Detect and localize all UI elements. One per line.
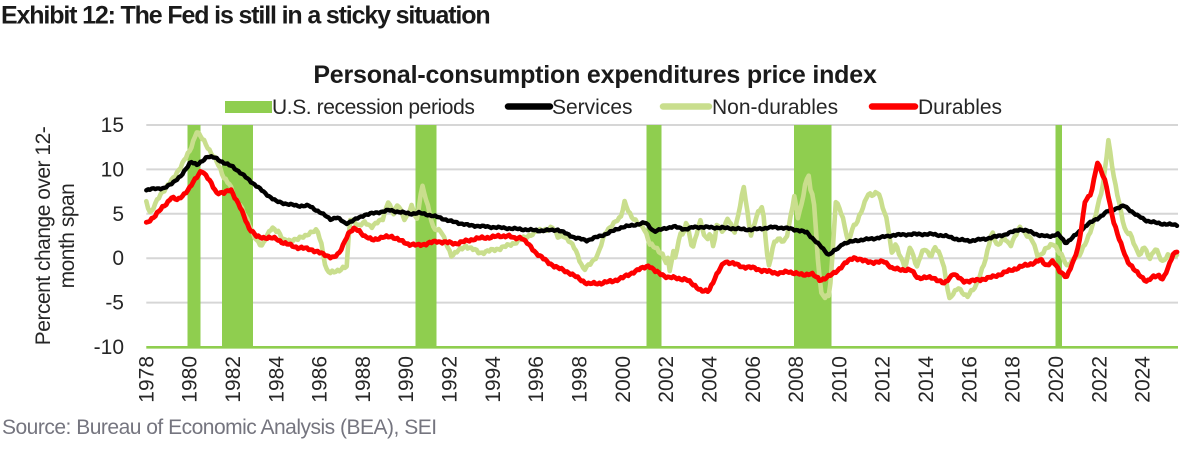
- svg-text:2002: 2002: [655, 356, 678, 403]
- svg-text:2008: 2008: [785, 356, 808, 403]
- svg-text:1988: 1988: [352, 356, 375, 403]
- svg-text:1998: 1998: [569, 356, 592, 403]
- svg-text:Non-durables: Non-durables: [712, 96, 838, 119]
- svg-text:10: 10: [101, 158, 124, 181]
- svg-text:2014: 2014: [915, 356, 938, 403]
- svg-text:1984: 1984: [265, 356, 288, 403]
- svg-text:2022: 2022: [1088, 356, 1111, 403]
- svg-text:Source: Bureau of Economic Ana: Source: Bureau of Economic Analysis (BEA…: [2, 416, 437, 439]
- svg-text:1996: 1996: [525, 356, 548, 403]
- svg-text:2010: 2010: [828, 356, 851, 403]
- svg-text:1986: 1986: [309, 356, 332, 403]
- svg-text:2016: 2016: [958, 356, 981, 403]
- svg-text:1992: 1992: [439, 356, 462, 403]
- svg-text:Exhibit 12: The Fed is still i: Exhibit 12: The Fed is still in a sticky…: [1, 2, 489, 30]
- svg-text:month span: month span: [56, 184, 79, 289]
- svg-text:1990: 1990: [395, 356, 418, 403]
- svg-text:Durables: Durables: [918, 96, 1002, 119]
- svg-text:-5: -5: [105, 292, 124, 315]
- svg-text:5: 5: [112, 203, 124, 226]
- svg-text:2012: 2012: [872, 356, 895, 403]
- svg-text:Services: Services: [552, 96, 633, 119]
- svg-text:15: 15: [101, 114, 124, 137]
- svg-text:1980: 1980: [179, 356, 202, 403]
- svg-text:1978: 1978: [135, 356, 158, 403]
- svg-text:U.S. recession periods: U.S. recession periods: [272, 96, 474, 119]
- svg-text:2024: 2024: [1132, 356, 1155, 403]
- svg-text:Personal-consumption expenditu: Personal-consumption expenditures price …: [313, 61, 877, 89]
- svg-text:Percent change over 12-: Percent change over 12-: [32, 126, 55, 345]
- svg-text:2000: 2000: [612, 356, 635, 403]
- svg-text:2018: 2018: [1002, 356, 1025, 403]
- svg-text:2006: 2006: [742, 356, 765, 403]
- svg-text:1982: 1982: [222, 356, 245, 403]
- svg-text:2004: 2004: [699, 356, 722, 403]
- svg-text:0: 0: [112, 247, 124, 270]
- svg-text:2020: 2020: [1045, 356, 1068, 403]
- svg-text:-10: -10: [94, 336, 124, 359]
- svg-text:1994: 1994: [482, 356, 505, 403]
